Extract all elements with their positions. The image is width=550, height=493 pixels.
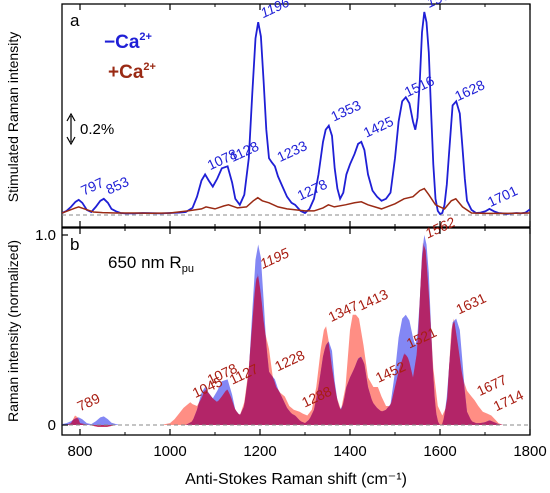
y-tick-label-1: 1.0	[35, 227, 56, 244]
series-plus-ca-line	[62, 187, 530, 215]
legend-plus-ca-label: +Ca	[108, 62, 144, 83]
pump-annotation-subscript: pu	[182, 263, 194, 275]
y-axis-label-a: Stimulated Raman intensity	[5, 32, 21, 202]
peak-a-label-1196: 1196	[258, 0, 292, 21]
panel-b-frame	[61, 227, 531, 436]
x-tick-label-1400: 1400	[333, 443, 366, 460]
peak-a-label-1628: 1628	[452, 76, 487, 104]
peak-b-label-789: 789	[75, 390, 103, 414]
peak-a-label-1701: 1701	[485, 182, 520, 210]
x-tick-label-1200: 1200	[243, 443, 276, 460]
scale-bar: 0.2%	[66, 112, 114, 146]
scale-bar-label: 0.2%	[80, 121, 114, 138]
y-axis-label-b: Raman intensity (normalized)	[5, 240, 21, 422]
scale-bar-arrow-up	[66, 112, 76, 122]
legend-plus-ca-charge: 2+	[143, 61, 156, 73]
panel-b-plot	[62, 235, 530, 427]
x-axis-label: Anti-Stokes Raman shift (cm⁻¹)	[185, 471, 407, 488]
peak-b-label-1228: 1228	[272, 347, 307, 375]
pump-annotation: 650 nm Rpu	[108, 253, 194, 275]
y-tick-label-0: 0	[48, 417, 56, 434]
peak-b-label-1413: 1413	[355, 286, 390, 314]
peak-b-label-1631: 1631	[453, 290, 488, 318]
peak-a-label-1425: 1425	[361, 113, 396, 141]
legend-minus-ca: −Ca2+	[104, 31, 152, 53]
peak-a-label-1565: 1565	[424, 0, 459, 11]
scale-bar-arrow-down	[66, 136, 76, 146]
legend-minus-ca-charge: 2+	[139, 31, 152, 43]
peak-b-label-1195: 1195	[257, 244, 291, 271]
legend-minus-ca-label: −Ca	[104, 32, 140, 53]
x-axis-ticks: 800 1000 1200 1400 1600 1800	[67, 4, 547, 460]
x-tick-label-1000: 1000	[153, 443, 186, 460]
peak-a-label-1353: 1353	[328, 97, 363, 125]
pump-annotation-label: 650 nm R	[108, 253, 182, 272]
panel-a-frame	[61, 3, 531, 228]
peak-a-label-797: 797	[78, 174, 106, 198]
legend-plus-ca: +Ca2+	[108, 61, 156, 83]
panel-a-letter: a	[70, 11, 80, 30]
legend: −Ca2+ +Ca2+	[104, 31, 156, 83]
y-axis-ticks-b: 01.0	[35, 227, 68, 434]
x-tick-label-1600: 1600	[423, 443, 456, 460]
peak-a-label-1278: 1278	[295, 176, 330, 204]
peak-a-label-1233: 1233	[274, 137, 309, 165]
x-tick-label-1800: 1800	[513, 443, 546, 460]
x-tick-label-800: 800	[67, 443, 92, 460]
peak-b-label-1562: 1562	[422, 214, 457, 242]
panel-a-plot	[62, 11, 530, 216]
peak-a-label-1128: 1128	[227, 138, 261, 165]
series-overlap-area	[62, 245, 530, 427]
panel-b-letter: b	[70, 235, 79, 254]
peak-a-label-853: 853	[103, 173, 131, 197]
